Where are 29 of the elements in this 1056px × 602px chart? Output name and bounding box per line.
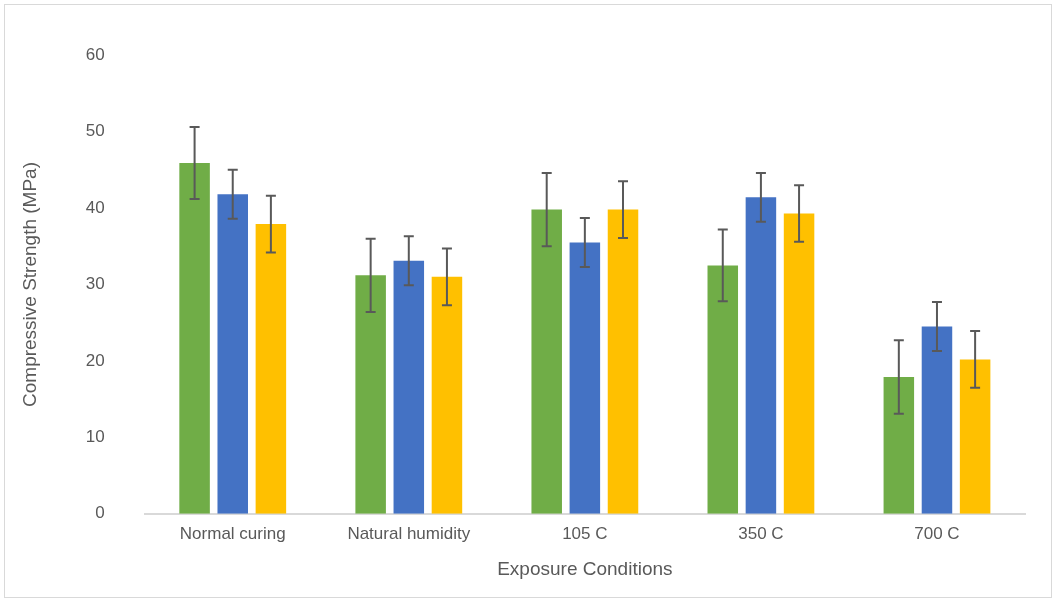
y-tick-label: 30 [85, 274, 105, 294]
bar [569, 242, 601, 514]
x-tick-label: 700 C [914, 523, 960, 543]
bar [607, 209, 639, 514]
y-tick-label: 20 [85, 350, 105, 370]
y-tick-label: 10 [85, 427, 105, 447]
bar [217, 194, 248, 514]
bar [393, 260, 425, 514]
x-tick-label: Natural humidity [347, 523, 471, 543]
bar [431, 276, 463, 514]
bar [959, 359, 991, 514]
y-axis-title: Compressive Strength (MPa) [18, 162, 40, 407]
bar [745, 197, 777, 514]
bar [355, 275, 386, 514]
x-tick-label: Normal curing [179, 523, 286, 543]
bar [707, 265, 739, 514]
y-tick-label: 0 [95, 503, 105, 523]
x-axis-title: Exposure Conditions [497, 557, 673, 579]
bar [179, 162, 210, 514]
bar [783, 213, 815, 514]
bar [531, 209, 562, 514]
x-tick-label: 350 C [738, 523, 784, 543]
y-tick-label: 50 [85, 121, 105, 141]
y-tick-label: 40 [85, 197, 105, 217]
bar [883, 376, 915, 514]
x-tick-label: 105 C [562, 523, 608, 543]
bar [255, 224, 287, 514]
y-tick-label: 60 [85, 44, 105, 64]
bar [921, 326, 953, 514]
